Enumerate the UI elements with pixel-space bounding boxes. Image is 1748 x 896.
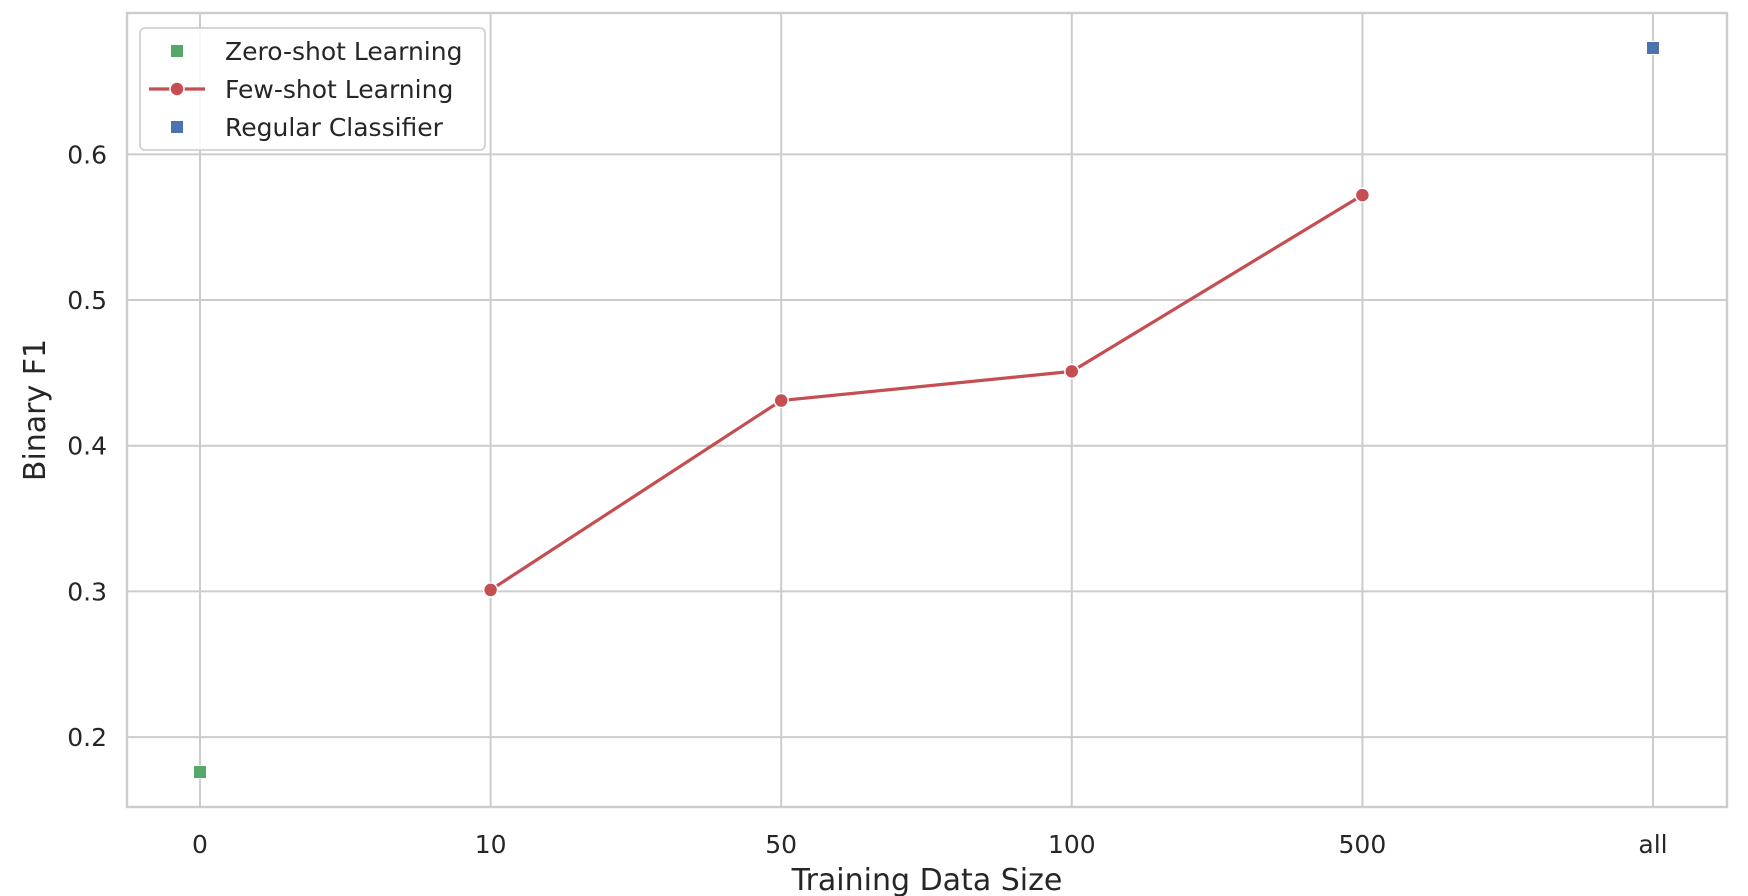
legend-box <box>139 27 486 151</box>
x-tick-label-0: 0 <box>192 830 208 859</box>
legend: Zero-shot Learning Few-shot Learning Regul… <box>139 27 486 151</box>
x-tick-label-5: all <box>1638 830 1667 859</box>
legend-marker-1 <box>169 81 185 97</box>
legend-label-2: Regular Classifier <box>225 113 444 142</box>
y-tick-label-1: 0.3 <box>67 577 107 606</box>
x-tick-label-4: 500 <box>1339 830 1387 859</box>
data-point-1-0 <box>482 582 499 598</box>
legend-marker-0 <box>170 44 184 58</box>
x-tick-label-1: 10 <box>475 830 507 859</box>
data-point-0-0 <box>193 765 207 780</box>
x-tick-labels: 0 10 50 100 500 all <box>192 830 1668 859</box>
y-tick-label-3: 0.5 <box>67 286 107 315</box>
series-2 <box>1646 40 1660 55</box>
x-tick-label-2: 50 <box>765 830 797 859</box>
series-0 <box>193 765 207 780</box>
series-line-1 <box>489 193 1364 592</box>
series-layer <box>193 40 1660 780</box>
y-axis-label: Binary F1 <box>18 339 53 481</box>
y-tick-labels: 0.2 0.3 0.4 0.5 0.6 <box>67 140 107 752</box>
data-point-1-3 <box>1354 187 1371 203</box>
x-axis-label: Training Data Size <box>791 863 1063 896</box>
grid <box>127 13 1727 807</box>
legend-label-1: Few-shot Learning <box>225 75 453 104</box>
y-tick-label-0: 0.2 <box>67 723 107 752</box>
data-point-1-1 <box>773 392 789 409</box>
data-point-2-0 <box>1646 40 1660 55</box>
y-tick-label-4: 0.6 <box>67 140 107 169</box>
plot-frame <box>125 11 1729 809</box>
legend-marker-2 <box>170 120 184 134</box>
x-tick-label-3: 100 <box>1048 830 1096 859</box>
data-point-1-2 <box>1064 363 1080 380</box>
legend-label-0: Zero-shot Learning <box>225 37 462 66</box>
series-1 <box>482 187 1371 598</box>
y-tick-label-2: 0.4 <box>67 432 107 461</box>
